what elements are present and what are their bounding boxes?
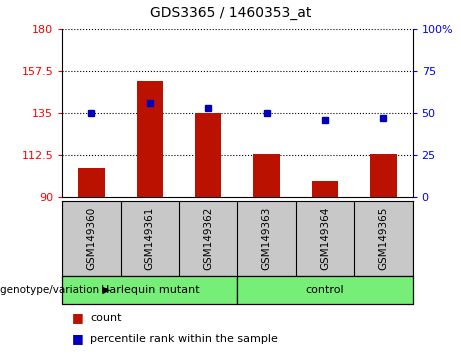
Text: GSM149361: GSM149361 xyxy=(145,207,155,270)
Text: count: count xyxy=(90,313,121,323)
Text: GSM149362: GSM149362 xyxy=(203,207,213,270)
Text: genotype/variation ▶: genotype/variation ▶ xyxy=(0,285,110,295)
Text: control: control xyxy=(306,285,344,295)
Text: percentile rank within the sample: percentile rank within the sample xyxy=(90,334,278,344)
Bar xyxy=(62,276,237,304)
Text: GSM149364: GSM149364 xyxy=(320,207,330,270)
Bar xyxy=(254,154,280,198)
Text: GSM149365: GSM149365 xyxy=(378,207,389,270)
Text: GDS3365 / 1460353_at: GDS3365 / 1460353_at xyxy=(150,6,311,20)
Text: Harlequin mutant: Harlequin mutant xyxy=(100,285,199,295)
Bar xyxy=(136,81,163,198)
Bar xyxy=(237,276,413,304)
Text: ■: ■ xyxy=(71,332,83,346)
Text: GSM149363: GSM149363 xyxy=(261,207,272,270)
Bar xyxy=(312,181,338,198)
Bar xyxy=(78,167,105,198)
Bar xyxy=(370,154,396,198)
Text: ■: ■ xyxy=(71,312,83,325)
Bar xyxy=(195,113,221,198)
Text: GSM149360: GSM149360 xyxy=(86,207,96,270)
